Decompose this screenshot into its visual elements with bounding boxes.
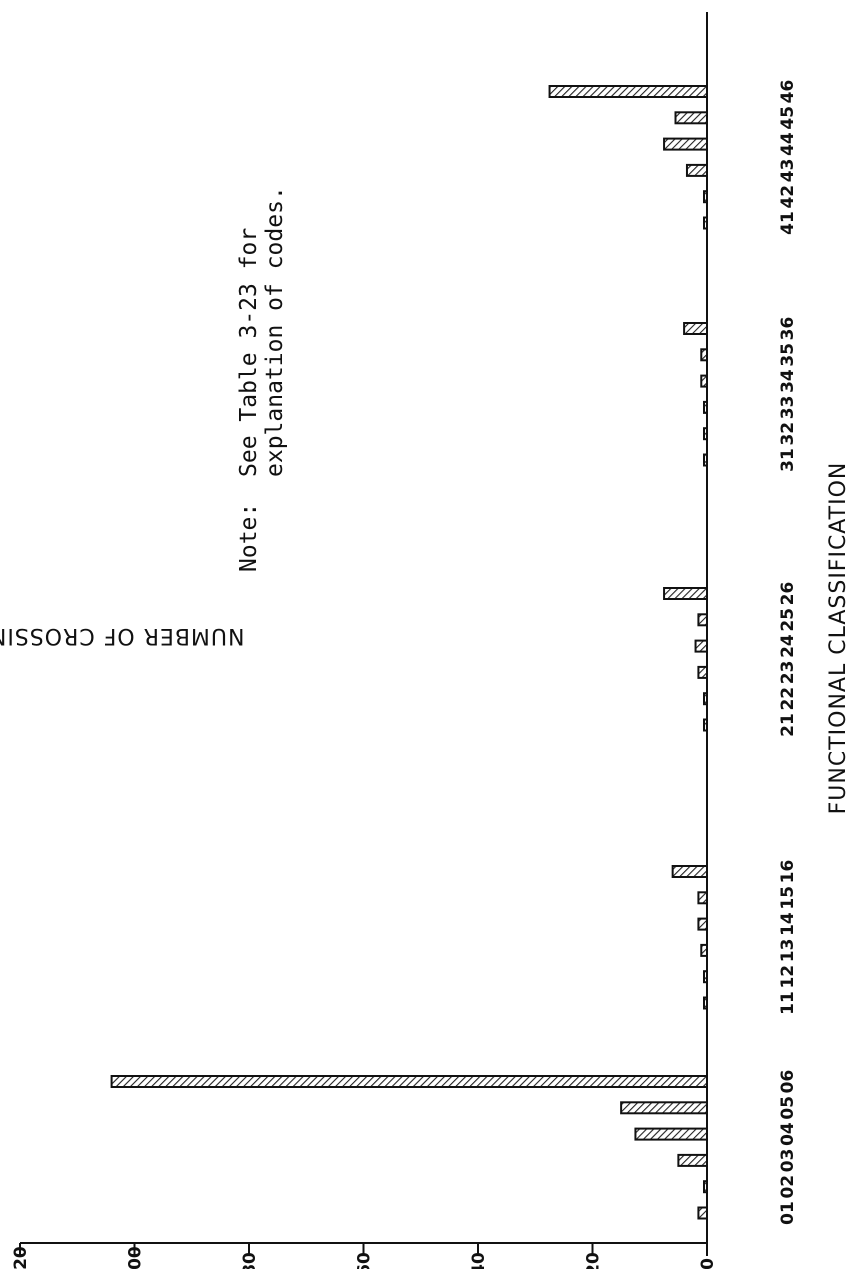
category-label-01: 01 [778, 1201, 798, 1225]
category-label-25: 25 [778, 608, 798, 632]
y-axis-title: NUMBER OF CROSSINGS (THOUSANDS) [0, 623, 244, 648]
category-label-36: 36 [778, 317, 798, 341]
category-label-23: 23 [778, 661, 798, 685]
bar-25 [697, 613, 708, 627]
category-label-16: 16 [778, 860, 798, 884]
bar-03 [677, 1153, 708, 1167]
value-tick-label: 120 [11, 1246, 31, 1269]
category-label-42: 42 [778, 185, 798, 209]
bar-31 [703, 453, 708, 467]
category-label-26: 26 [778, 582, 798, 606]
value-tick-label: 20 [584, 1252, 604, 1269]
category-label-32: 32 [778, 422, 798, 446]
category-label-34: 34 [778, 369, 798, 393]
category-label-06: 06 [778, 1070, 798, 1094]
bar-04 [634, 1127, 708, 1141]
bar-26 [663, 587, 708, 600]
bar-33 [703, 400, 708, 414]
category-label-11: 11 [778, 991, 798, 1015]
category-label-44: 44 [778, 132, 798, 156]
value-ticks: 0 20 40 60 80 100 120 [11, 1243, 718, 1269]
bar-36 [683, 322, 708, 335]
category-label-05: 05 [778, 1096, 798, 1120]
note-label: Note: [236, 503, 262, 572]
bar-43 [685, 163, 709, 177]
value-tick-label: 40 [469, 1252, 489, 1269]
bar-16 [671, 865, 709, 878]
bar-05 [620, 1101, 708, 1115]
category-label-04: 04 [778, 1122, 798, 1146]
value-tick-label: 0 [698, 1258, 718, 1269]
bar-42 [703, 190, 708, 204]
category-label-15: 15 [778, 886, 798, 910]
category-label-35: 35 [778, 343, 798, 367]
category-label-46: 46 [778, 80, 798, 104]
category-label-03: 03 [778, 1149, 798, 1173]
bar-21 [703, 718, 708, 732]
bar-01 [697, 1206, 708, 1220]
category-label-13: 13 [778, 939, 798, 963]
category-label-14: 14 [778, 912, 798, 936]
bar-46 [548, 85, 708, 98]
category-label-02: 02 [778, 1175, 798, 1199]
bar-22 [703, 692, 708, 706]
bars [110, 85, 709, 1220]
bar-45 [674, 111, 709, 125]
bar-11 [703, 996, 708, 1010]
value-tick-label: 60 [355, 1252, 375, 1269]
note-annotation: Note: See Table 3-23 for explanation of … [236, 186, 288, 572]
bar-44 [663, 137, 708, 151]
bar-14 [697, 917, 708, 931]
bar-13 [700, 943, 709, 957]
value-tick-label: 80 [240, 1252, 260, 1269]
x-axis-title: FUNCTIONAL CLASSIFICATION [826, 462, 851, 815]
category-label-12: 12 [778, 965, 798, 989]
bar-35 [700, 348, 709, 362]
bar-02 [703, 1180, 708, 1194]
category-label-22: 22 [778, 687, 798, 711]
bar-06 [110, 1075, 709, 1088]
value-tick-label: 100 [126, 1246, 146, 1269]
category-label-41: 41 [778, 211, 798, 235]
note-line-2: explanation of codes. [262, 186, 288, 477]
bar-41 [703, 216, 708, 230]
category-label-33: 33 [778, 396, 798, 420]
category-label-24: 24 [778, 634, 798, 658]
bar-12 [703, 970, 708, 984]
bar-15 [697, 891, 708, 905]
category-label-31: 31 [778, 448, 798, 472]
category-label-43: 43 [778, 159, 798, 183]
bar-32 [703, 427, 708, 441]
bar-34 [700, 374, 709, 388]
note-line-1: See Table 3-23 for [236, 228, 262, 477]
bar-24 [694, 639, 708, 653]
bar-23 [697, 665, 708, 679]
category-label-45: 45 [778, 106, 798, 130]
category-label-21: 21 [778, 713, 798, 737]
